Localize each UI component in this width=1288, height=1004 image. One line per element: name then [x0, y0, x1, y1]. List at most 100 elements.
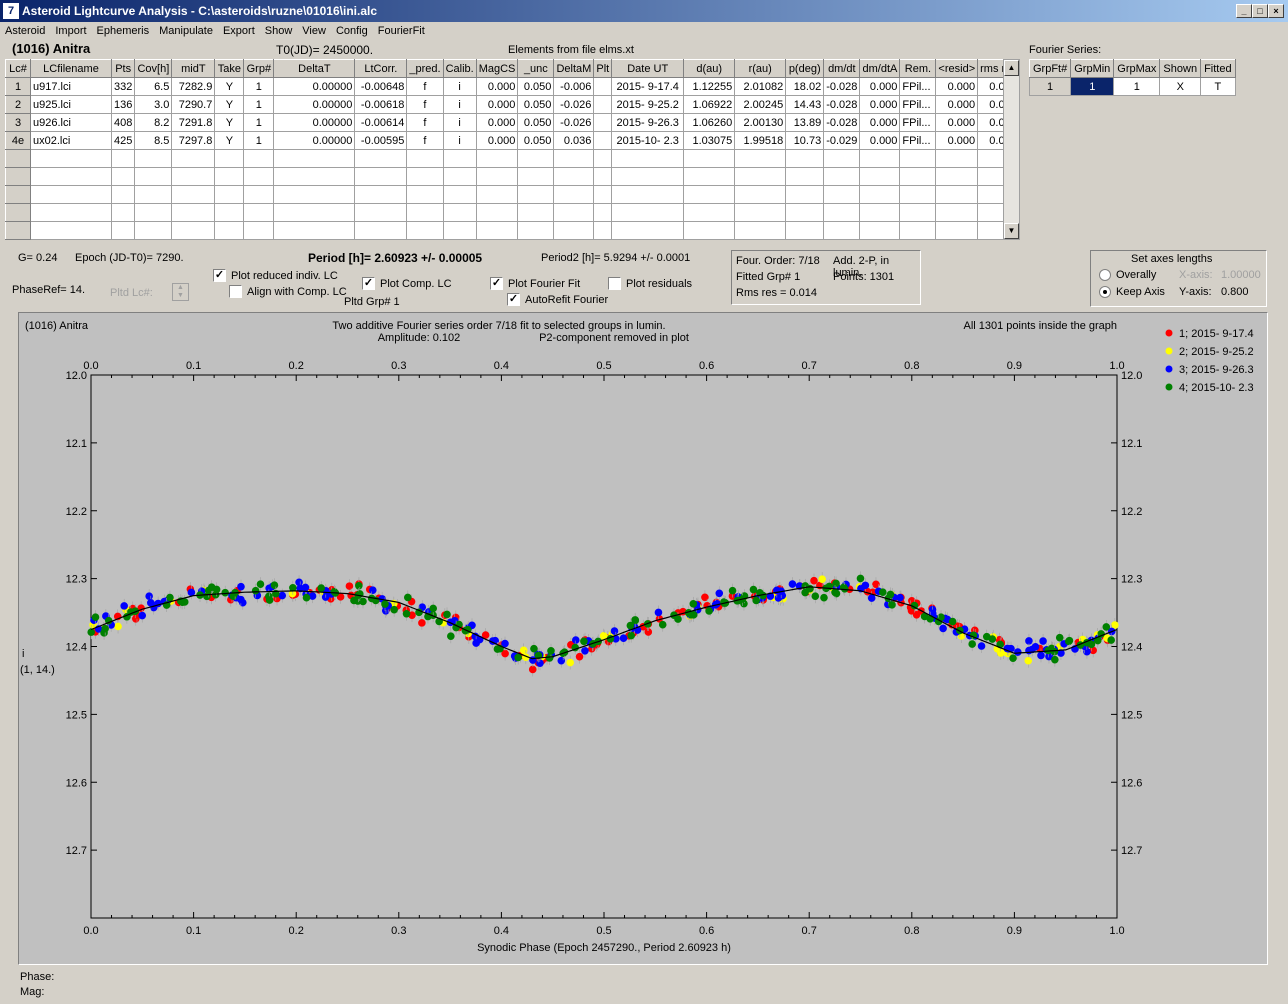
align-comp-checkbox[interactable]: Align with Comp. LC	[229, 285, 347, 298]
data-point	[689, 600, 698, 608]
menu-show[interactable]: Show	[264, 25, 293, 37]
column-header[interactable]: dm/dtA	[859, 59, 901, 78]
column-header[interactable]: dm/dt	[823, 59, 861, 78]
app-icon: 7	[3, 3, 19, 19]
menu-manipulate[interactable]: Manipulate	[159, 25, 213, 37]
table-row[interactable]: 1 u917.lci 332 6.5 7282.9 Y 1 0.00000 -0.00648 f i…	[5, 77, 1020, 96]
table-cell	[214, 221, 245, 240]
plot-svg[interactable]: 0.0 0.0 0.1 0.1 0.2 0.2 0.3 0.3 0.4 0.4 0.5 0.5 0.6 0…	[19, 313, 1267, 964]
fourier-cell[interactable]: T	[1200, 77, 1236, 96]
column-header[interactable]: Take	[214, 59, 245, 78]
column-header[interactable]: midT	[171, 59, 216, 78]
table-cell[interactable]: 1	[5, 77, 31, 96]
minimize-icon[interactable]: _	[1236, 4, 1252, 18]
table-cell: 1	[243, 113, 275, 132]
table-cell: 0.000	[859, 95, 901, 114]
column-header[interactable]: MagCS	[475, 59, 519, 78]
column-header[interactable]: d(au)	[683, 59, 736, 78]
data-point	[302, 593, 311, 602]
legend-label: 3; 2015- 9-26.3	[1179, 364, 1254, 376]
x-axis-field[interactable]: 1.00000	[1221, 269, 1261, 281]
column-header[interactable]: Lc#	[5, 59, 31, 78]
autorefit-checkbox[interactable]: ✓ AutoRefit Fourier	[507, 293, 609, 306]
table-cell: 0.050	[517, 113, 555, 132]
lightcurve-plot[interactable]: 0.0 0.0 0.1 0.1 0.2 0.2 0.3 0.3 0.4 0.4 0.5 0.5 0.6 0…	[18, 312, 1268, 965]
table-cell	[442, 185, 477, 204]
x-tick-label-bottom: 0.1	[186, 925, 201, 937]
column-header[interactable]: LtCorr.	[354, 59, 408, 78]
legend-marker	[1165, 383, 1173, 391]
scroll-down-icon[interactable]: ▼	[1004, 223, 1019, 239]
table-row[interactable]: 3 u926.lci 408 8.2 7291.8 Y 1 0.00000 -0.00614 f i…	[5, 113, 1020, 132]
table-row[interactable]	[5, 149, 1020, 168]
column-header[interactable]: _unc	[517, 59, 555, 78]
menu-asteroid[interactable]: Asteroid	[5, 25, 46, 37]
fourier-cell[interactable]: 1	[1113, 77, 1161, 96]
table-row[interactable]	[5, 167, 1020, 186]
restore-icon[interactable]: □	[1252, 4, 1268, 18]
column-header[interactable]: Grp#	[243, 59, 275, 78]
table-cell	[859, 203, 901, 222]
y-axis-field[interactable]: 0.800	[1221, 286, 1249, 298]
table-cell[interactable]: 3	[5, 113, 31, 132]
table-cell	[110, 185, 136, 204]
table-cell: -0.028	[823, 95, 861, 114]
plot-area[interactable]	[90, 374, 1118, 919]
plot-comp-checkbox[interactable]: ✓ Plot Comp. LC	[362, 277, 452, 290]
menu-import[interactable]: Import	[55, 25, 87, 37]
plot-fourier-checkbox[interactable]: ✓ Plot Fourier Fit	[490, 277, 581, 290]
menu-fourierfit[interactable]: FourierFit	[377, 25, 425, 37]
fourier-cell[interactable]: 1	[1028, 77, 1072, 96]
checkmark-icon: ✓	[362, 277, 375, 290]
column-header[interactable]: <resid>	[935, 59, 979, 78]
table-row[interactable]	[5, 203, 1020, 222]
title-bar[interactable]: 7 Asteroid Lightcurve Analysis - C:\aste…	[0, 0, 1288, 22]
table-cell: f	[406, 113, 444, 132]
pltd-lc-spinner[interactable]: ▲ ▼	[172, 283, 189, 301]
table-cell	[5, 221, 31, 240]
data-point	[355, 582, 363, 590]
fourier-cell[interactable]: 1	[1070, 77, 1115, 96]
table-cell: -0.00648	[354, 77, 408, 96]
column-header[interactable]: r(au)	[734, 59, 787, 78]
column-header[interactable]: p(deg)	[785, 59, 825, 78]
menu-ephemeris[interactable]: Ephemeris	[96, 25, 150, 37]
overally-radio[interactable]: Overally	[1099, 269, 1156, 282]
column-header[interactable]: Calib.	[442, 59, 477, 78]
data-point	[138, 611, 147, 620]
column-header[interactable]: Rem.	[899, 59, 937, 78]
table-cell: 2015-10- 2.3	[611, 131, 685, 150]
menu-config[interactable]: Config	[335, 25, 368, 37]
table-cell: 0.000	[475, 95, 519, 114]
table-cell	[611, 203, 685, 222]
column-header[interactable]: _pred.	[406, 59, 444, 78]
plot-reduced-checkbox[interactable]: ✓ Plot reduced indiv. LC	[213, 269, 338, 282]
menu-view[interactable]: View	[302, 25, 326, 37]
column-header[interactable]: Pts	[110, 59, 136, 78]
data-point	[631, 616, 639, 624]
column-header[interactable]: DeltaT	[273, 59, 356, 78]
scroll-up-icon[interactable]: ▲	[1004, 60, 1019, 76]
plot-residuals-checkbox[interactable]: Plot residuals	[608, 277, 692, 290]
menu-export[interactable]: Export	[222, 25, 255, 37]
table-cell	[593, 77, 613, 96]
table-cell[interactable]: 2	[5, 95, 31, 114]
column-header[interactable]: Cov[h]	[134, 59, 173, 78]
table-scrollbar[interactable]: ▲ ▼	[1003, 59, 1020, 240]
column-header[interactable]: Date UT	[611, 59, 685, 78]
table-cell[interactable]: 4e	[5, 131, 31, 150]
fourier-cell[interactable]: X	[1159, 77, 1202, 96]
close-icon[interactable]: ×	[1268, 4, 1284, 18]
y-tick-label-right: 12.3	[1121, 574, 1142, 586]
column-header[interactable]: Plt	[593, 59, 613, 78]
column-header[interactable]: DeltaM	[553, 59, 595, 78]
lightcurve-table[interactable]: Lc# LCfilename Pts Cov[h] midT Take Grp# DeltaT…	[5, 59, 1020, 240]
table-row[interactable]	[5, 221, 1020, 240]
table-row[interactable]	[5, 185, 1020, 204]
keep-axis-radio[interactable]: Keep Axis	[1099, 286, 1165, 299]
table-row[interactable]: 4e ux02.lci 425 8.5 7297.8 Y 1 0.00000 -0.00595 f…	[5, 131, 1020, 150]
table-row[interactable]: 2 u925.lci 136 3.0 7290.7 Y 1 0.00000 -0.00618 f i…	[5, 95, 1020, 114]
column-header[interactable]: LCfilename	[30, 59, 112, 78]
table-cell	[442, 221, 477, 240]
